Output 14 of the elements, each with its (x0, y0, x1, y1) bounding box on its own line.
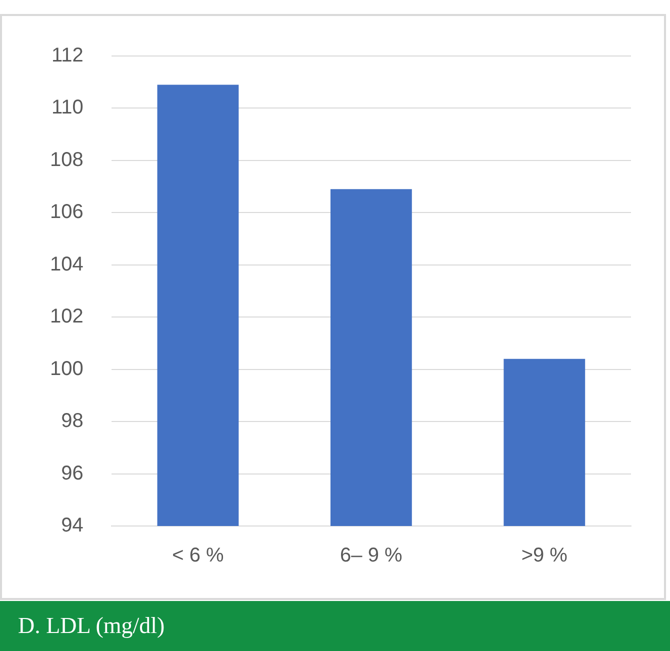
y-tick-label: 108 (50, 148, 84, 171)
y-tick-label: 112 (51, 44, 84, 67)
text: D. LDL (mg/dl) (0, 601, 670, 651)
y-tick-label: 106 (50, 201, 84, 224)
x-tick-label: < 6 % (172, 544, 224, 567)
y-tick-label: 104 (50, 253, 84, 276)
y-tick-label: 110 (51, 96, 84, 119)
y-tick-label: 96 (61, 462, 84, 484)
x-tick-label: 6– 9 % (340, 544, 403, 567)
x-tick-label: >9 % (521, 544, 568, 567)
y-tick-label: 98 (61, 410, 84, 432)
y-tick-label: 102 (50, 306, 84, 328)
y-tick-label: 100 (50, 358, 84, 380)
y-tick-label: 94 (61, 514, 84, 537)
